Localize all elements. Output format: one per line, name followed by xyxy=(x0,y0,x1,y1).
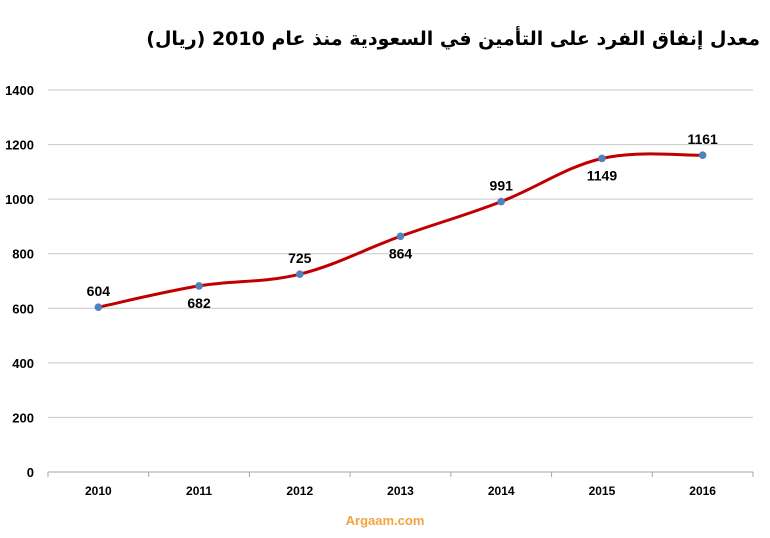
x-tick-label-2011: 2011 xyxy=(186,484,212,498)
x-tick-label-2015: 2015 xyxy=(589,484,616,498)
x-tick-label-2013: 2013 xyxy=(387,484,414,498)
y-tick-label-600: 600 xyxy=(12,301,34,316)
series-revenue-per-capita xyxy=(94,151,707,311)
data-label-2013: 864 xyxy=(389,245,413,261)
x-axis-ticks: 2010 2011 2012 2013 2014 2015 2016 xyxy=(47,472,754,498)
x-tick-label-2016: 2016 xyxy=(689,484,716,498)
y-tick-label-1000: 1000 xyxy=(5,192,34,207)
y-tick-label-200: 200 xyxy=(12,410,34,425)
y-tick-label-400: 400 xyxy=(12,356,34,371)
y-tick-label-1200: 1200 xyxy=(5,138,34,153)
data-point-2014 xyxy=(497,197,506,206)
data-label-2010: 604 xyxy=(87,283,111,299)
data-point-2015 xyxy=(598,154,606,163)
data-point-2013 xyxy=(396,232,405,241)
y-axis-ticks: 0 200 400 600 800 1000 1200 1400 xyxy=(5,83,34,480)
data-label-2011: 682 xyxy=(187,295,211,311)
data-label-2014: 991 xyxy=(490,178,514,194)
x-tick-label-2012: 2012 xyxy=(286,484,313,498)
data-point-2016 xyxy=(698,151,707,160)
grid-lines xyxy=(48,89,753,473)
y-tick-label-1400: 1400 xyxy=(5,83,34,98)
data-label-2016: 1161 xyxy=(687,131,718,147)
source-label[interactable]: Argaam.com xyxy=(345,513,425,528)
x-tick-label-2010: 2010 xyxy=(85,484,112,498)
data-point-2010 xyxy=(94,303,103,311)
data-labels: 604 682 725 864 991 1149 1161 xyxy=(87,131,718,311)
data-point-2011 xyxy=(195,282,203,290)
data-label-2012: 725 xyxy=(288,250,312,266)
chart-title: معدل إنفاق الفرد على التأمين في السعودية… xyxy=(146,28,760,50)
x-tick-label-2014: 2014 xyxy=(488,484,515,498)
y-tick-label-800: 800 xyxy=(12,247,34,262)
data-label-2015: 1149 xyxy=(587,167,618,183)
y-tick-label-0: 0 xyxy=(27,465,34,480)
data-point-2012 xyxy=(295,270,304,278)
